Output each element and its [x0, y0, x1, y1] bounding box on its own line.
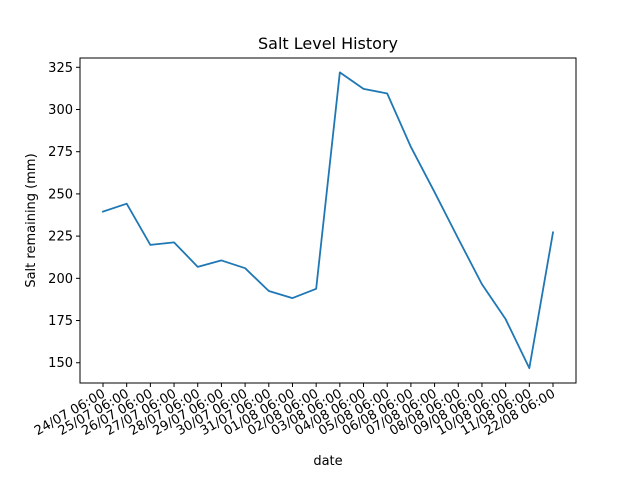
y-tick-label: 150 — [48, 356, 73, 371]
x-axis-label: date — [313, 454, 342, 469]
y-tick-label: 325 — [48, 61, 73, 76]
y-tick-label: 300 — [48, 103, 73, 118]
series-layer — [101, 71, 555, 370]
y-axis: 150 175 200 225 250 275 300 325 — [48, 61, 80, 371]
chart-title: Salt Level History — [258, 34, 398, 53]
y-tick-label: 250 — [48, 187, 73, 202]
y-tick-label: 275 — [48, 145, 73, 160]
y-tick-label: 175 — [48, 314, 73, 329]
y-axis-label: Salt remaining (mm) — [24, 153, 39, 287]
y-tick-label: 225 — [48, 230, 73, 245]
plot-area — [80, 58, 576, 383]
y-tick-label: 200 — [48, 272, 73, 287]
plot-frame — [79, 57, 577, 384]
series-line — [101, 71, 555, 370]
